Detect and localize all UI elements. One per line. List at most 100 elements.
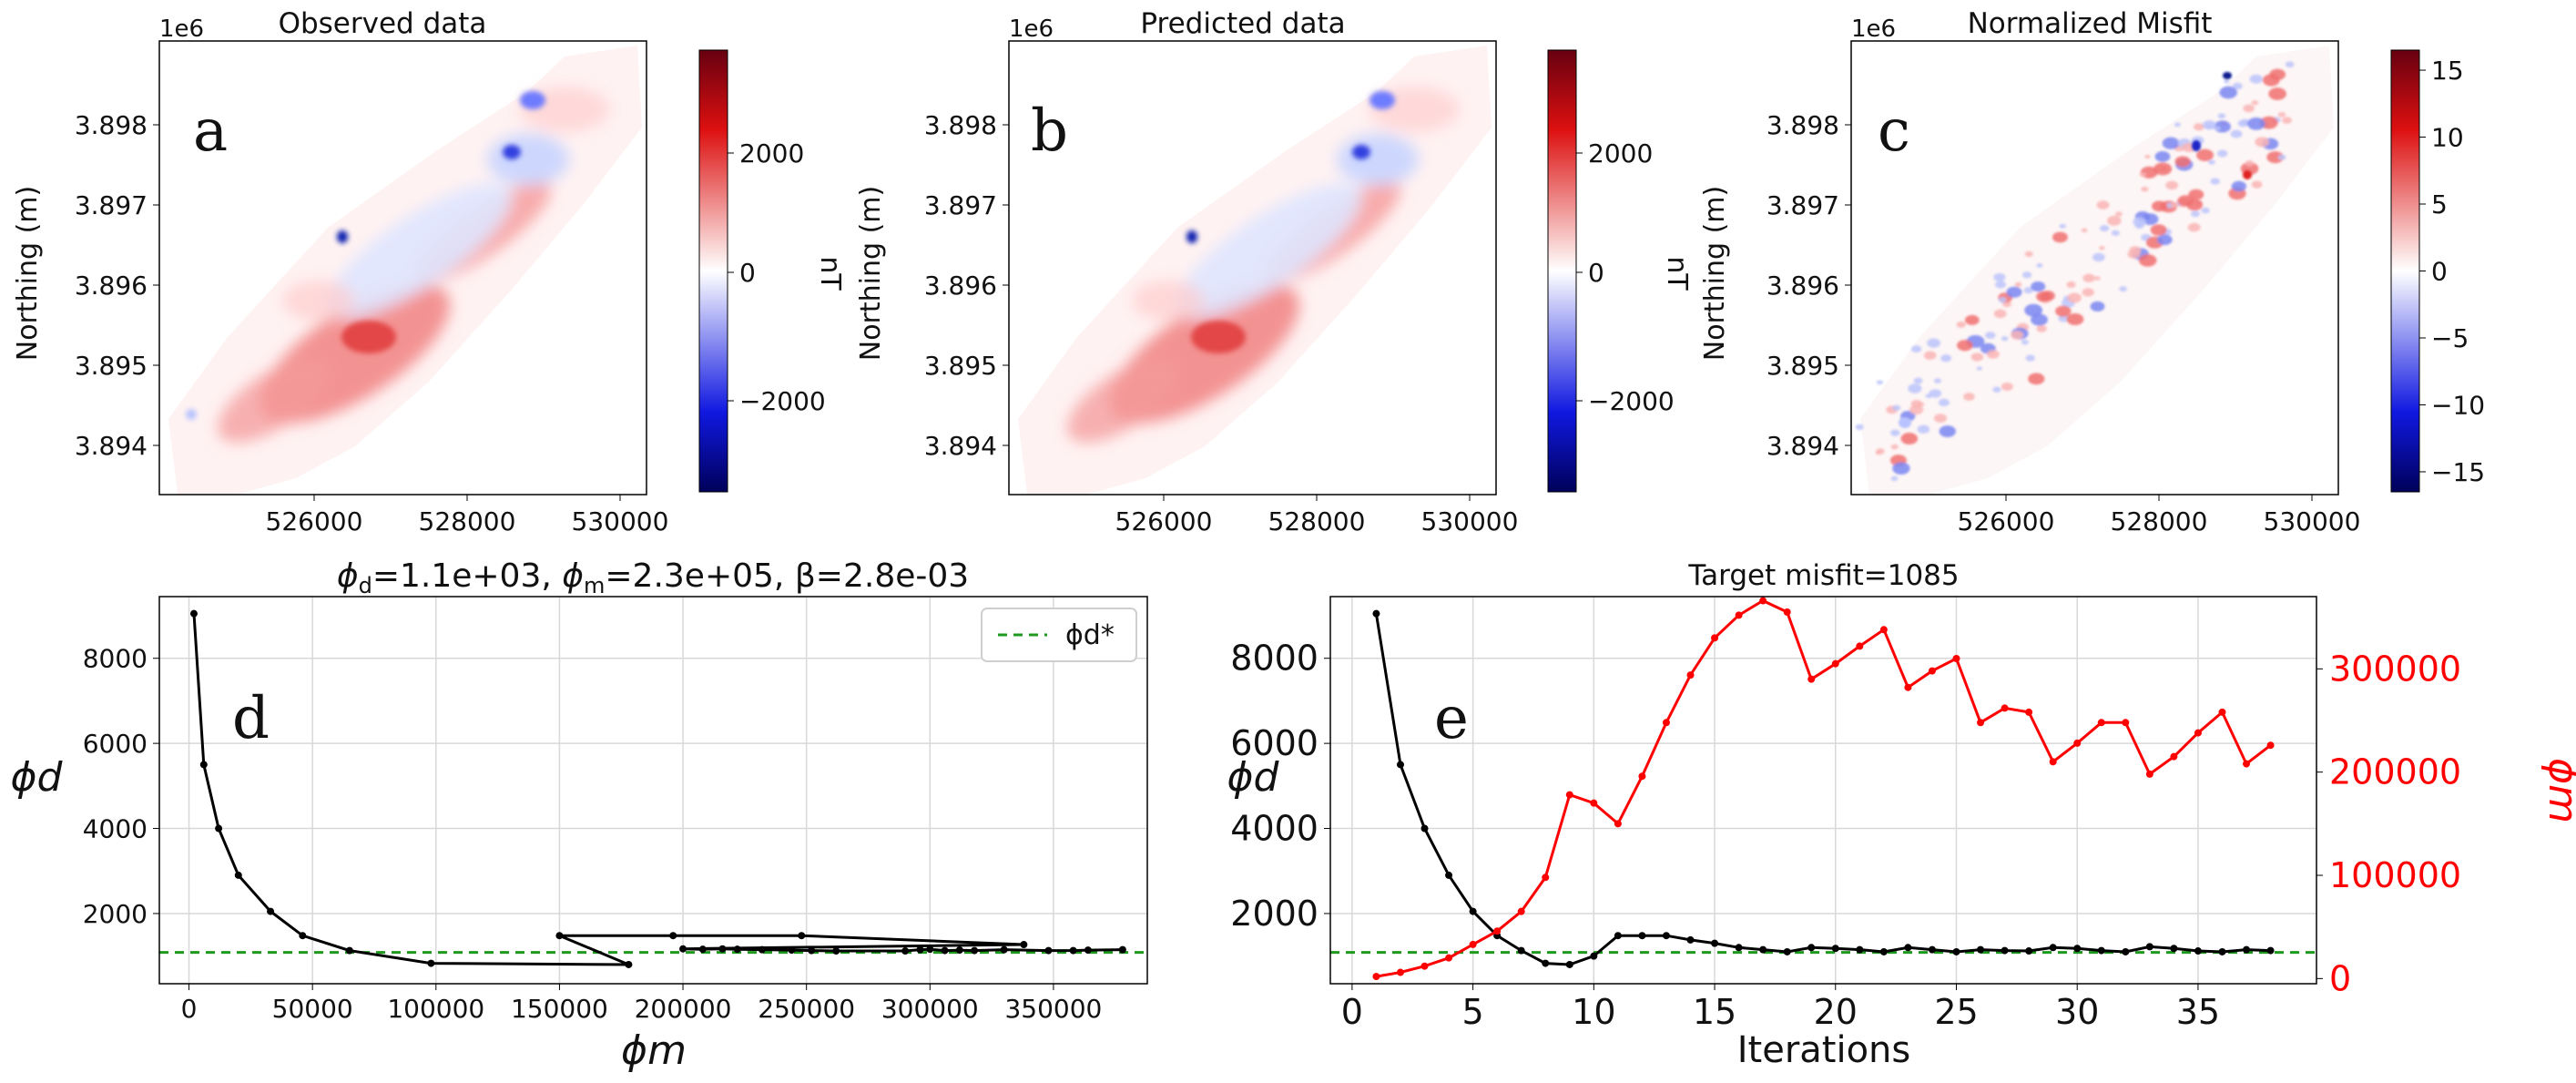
panel-d-point xyxy=(808,946,816,955)
panel-e-phi-m-point xyxy=(1420,962,1429,970)
panel-e-phi-d-point xyxy=(1831,945,1839,953)
panel-e-phi-m-point xyxy=(1807,675,1816,683)
misfit-speck xyxy=(2082,288,2094,297)
panel-d-point xyxy=(733,945,741,954)
panel-d-points xyxy=(189,609,1126,968)
misfit-speck xyxy=(2154,151,2171,162)
misfit-speck xyxy=(2285,61,2295,68)
misfit-speck xyxy=(1956,321,1966,328)
panel-d-ytick: 6000 xyxy=(83,729,148,759)
misfit-speck xyxy=(1963,393,1975,401)
panel-b-xtick: 528000 xyxy=(1268,506,1366,536)
misfit-speck xyxy=(2243,104,2255,113)
panel-e-phi-d-point xyxy=(2073,945,2082,953)
panel-c-ytick: 3.898 xyxy=(1767,110,1839,140)
panel-b-ytick: 3.897 xyxy=(924,190,997,220)
misfit-speck xyxy=(2170,202,2179,209)
panel-e-phi-d-point xyxy=(1735,944,1743,952)
misfit-speck xyxy=(2107,215,2122,226)
panel-b-yticks: 3.898 3.897 3.896 3.895 3.894 xyxy=(924,110,1009,461)
panel-c-title: Normalized Misfit xyxy=(1968,7,2213,40)
misfit-speck xyxy=(1986,350,2000,359)
panel-d-point xyxy=(1000,945,1008,954)
panel-d-point xyxy=(971,946,979,955)
panel-e-yticks: 2000 4000 6000 8000 xyxy=(1230,639,1330,934)
panel-e-phi-m-point xyxy=(1831,659,1839,668)
panel-d-legend: ϕd* xyxy=(981,608,1137,662)
misfit-speck xyxy=(1929,389,1942,398)
misfit-speck xyxy=(2224,79,2230,84)
panel-e-phi-d-point xyxy=(2122,947,2130,955)
misfit-speck xyxy=(2152,200,2167,212)
panel-e-phi-m-point xyxy=(2218,708,2226,716)
misfit-speck xyxy=(1993,309,2007,319)
misfit-speck xyxy=(2156,234,2173,246)
panel-d-point xyxy=(669,932,677,940)
panel-e-phi-d-point xyxy=(1565,960,1573,968)
panel-b-offset: 1e6 xyxy=(1009,15,1054,43)
misfit-speck xyxy=(2111,230,2120,236)
panel-d-point xyxy=(267,907,275,915)
panel-e-phi-m-point xyxy=(2266,741,2275,750)
panel-e-phi-m-point xyxy=(1542,874,1550,882)
misfit-speck xyxy=(1908,383,1922,393)
panel-d-point xyxy=(234,871,242,879)
panel-e-phi-m-point xyxy=(1493,927,1502,935)
panel-e-ylabel: ϕd xyxy=(1227,754,1280,801)
misfit-speck xyxy=(2066,312,2084,326)
panel-e-phi-d-point xyxy=(1759,945,1767,954)
panel-c-colorbar: 15 10 5 0 −5 −10 −15 xyxy=(2390,49,2485,493)
panel-e-phi-m-point xyxy=(2145,770,2153,778)
panel-e-phi-d-point xyxy=(1396,761,1404,769)
panel-e-ytick: 2000 xyxy=(1230,894,1319,934)
misfit-speck xyxy=(1876,448,1885,455)
misfit-speck xyxy=(2174,156,2191,168)
misfit-speck xyxy=(1909,404,1924,414)
panel-e-phi-d-point xyxy=(2243,945,2251,954)
misfit-speck xyxy=(2269,68,2286,80)
panel-e-phi-d-point xyxy=(2001,946,2009,955)
panel-d-xtick: 300000 xyxy=(881,994,979,1024)
panel-c-ylabel: Northing (m) xyxy=(1699,186,1731,361)
panel-d-xtick: 200000 xyxy=(635,994,732,1024)
panel-c-cbar-tick: 15 xyxy=(2431,56,2464,86)
panel-d-ytick: 8000 xyxy=(83,644,148,674)
panel-b-cbar-tick: −2000 xyxy=(1588,386,1675,416)
panel-e-y2tick: 200000 xyxy=(2329,752,2461,792)
misfit-speck xyxy=(2001,336,2009,342)
misfit-speck xyxy=(2024,303,2043,317)
misfit-speck xyxy=(2014,281,2022,288)
misfit-speck xyxy=(2251,100,2259,106)
misfit-speck xyxy=(1890,429,1900,436)
misfit-speck xyxy=(2188,189,2204,200)
panel-b-ylabel: Northing (m) xyxy=(855,186,887,361)
panel-e-phi-m-point xyxy=(1977,719,1985,727)
panel-e-phi-d-point xyxy=(1686,935,1695,944)
panel-e-phi-d-points xyxy=(1372,609,2275,968)
misfit-speck xyxy=(2210,178,2221,185)
panel-a-map xyxy=(159,41,647,495)
panel-e-phi-d-point xyxy=(1783,947,1791,955)
panel-e-xtick: 15 xyxy=(1693,992,1736,1032)
misfit-speck xyxy=(2174,122,2181,128)
panel-d-point xyxy=(955,946,963,955)
panel-e-phi-m-point xyxy=(1686,671,1695,679)
misfit-speck xyxy=(2232,82,2243,90)
misfit-speck xyxy=(2011,331,2024,340)
panel-e-xtick: 30 xyxy=(2055,992,2099,1032)
panel-d-point xyxy=(1084,946,1092,955)
panel-e-phi-d-point xyxy=(1542,959,1550,967)
panel-a-yticks: 3.898 3.897 3.896 3.895 3.894 xyxy=(75,110,159,461)
misfit-speck xyxy=(2066,281,2076,288)
panel-e-xtick: 5 xyxy=(1462,992,1484,1032)
misfit-speck xyxy=(2141,186,2149,192)
panel-e-phi-d-point xyxy=(1879,947,1888,955)
panel-e-phi-m-point xyxy=(1856,642,1864,650)
panel-e: Target misfit=1085 0 5 10 15 20 25 30 35 2000 40… xyxy=(1227,559,2576,1071)
misfit-speck xyxy=(1993,272,2006,281)
misfit-speck xyxy=(1917,424,1930,434)
panel-d-yticks: 2000 4000 6000 8000 xyxy=(83,644,159,929)
panel-a: Observed data 1e6 a xyxy=(12,7,846,536)
panel-e-phi-m-point xyxy=(1396,968,1404,976)
misfit-speck xyxy=(2217,113,2226,119)
